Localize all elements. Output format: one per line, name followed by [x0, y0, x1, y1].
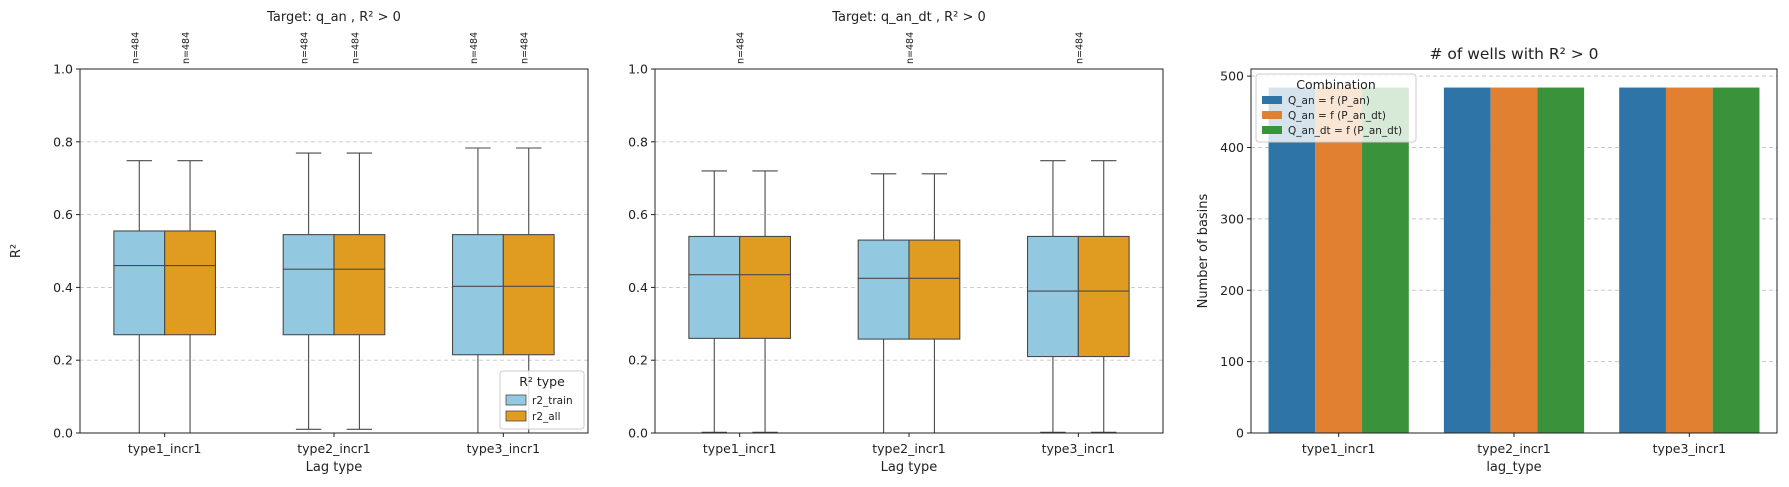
box-r2_all-type2_incr1: [333, 152, 386, 430]
x-tick-label: type2_incr1: [1477, 441, 1551, 456]
y-axis-label: Number of basins: [1196, 193, 1211, 308]
y-tick-label: 0.0: [53, 426, 73, 441]
y-tick-label: 1.0: [628, 62, 648, 77]
y-tick-label: 300: [1220, 211, 1244, 226]
box-body: [857, 239, 910, 340]
box-body: [1026, 235, 1079, 358]
n-label: n=484: [1074, 32, 1085, 64]
x-tick-label: type2_incr1: [872, 441, 946, 456]
box-r2_all-type1_incr1: [739, 170, 792, 433]
box-body: [333, 234, 386, 336]
x-axis-label: Lag type: [306, 460, 363, 475]
box-body: [739, 235, 792, 339]
bar-Q_an_dt = f (P_an_dt)-type1_incr1: [1362, 87, 1409, 434]
box-r2_all-type1_incr1: [164, 160, 217, 434]
n-label: n=484: [350, 32, 361, 64]
box-body: [282, 234, 335, 336]
legend-swatch: [505, 394, 527, 406]
x-axis-label: Lag type: [881, 460, 938, 475]
bar-Q_an = f (P_an)-type3_incr1: [1619, 87, 1666, 434]
n-label: n=484: [520, 32, 531, 64]
panel-2: 0.0 0.2 0.4 0.6 0.8 1.0 Target: q_an_dt , R² >…: [628, 10, 1164, 475]
legend: R² type r2_train r2_all: [499, 370, 585, 430]
box-r2_train-type1_incr1: [113, 160, 166, 434]
legend: Combination Q_an = f (P_an) Q_an = f (P_an…: [1255, 73, 1417, 143]
chart-title: # of wells with R² > 0: [1429, 45, 1598, 63]
box-body: [1077, 235, 1130, 358]
box-r2_train-type2_incr1: [282, 152, 335, 430]
box-r2_all-type3_incr1: [502, 147, 555, 434]
bar-Q_an = f (P_an)-type1_incr1: [1268, 87, 1316, 434]
box-body: [451, 234, 504, 356]
y-tick-label: 100: [1220, 354, 1244, 369]
legend-swatch: [1262, 111, 1282, 119]
n-label: n=484: [736, 32, 747, 64]
bar-Q_an = f (P_an_dt)-type1_incr1: [1315, 87, 1363, 434]
n-label: n=484: [300, 32, 311, 64]
x-tick-label: type1_incr1: [703, 441, 777, 456]
axes-frame: [79, 68, 589, 434]
box-r2_all-type3_incr1: [1077, 160, 1130, 433]
panel-3: 0 100 200 300 400 500 # of wells with R² > 0 la…: [1196, 45, 1778, 475]
y-tick-label: 0.8: [628, 134, 648, 149]
y-tick-label: 0.4: [628, 280, 648, 295]
y-tick-label: 0.0: [628, 426, 648, 441]
box-r2_train-type2_incr1: [857, 173, 910, 434]
x-tick-label: type3_incr1: [1653, 441, 1727, 456]
y-tick-label: 0: [1236, 426, 1244, 441]
box-body: [164, 230, 217, 336]
y-tick-label: 0.8: [53, 134, 73, 149]
legend-swatch: [1262, 126, 1282, 134]
y-axis-label: R²: [9, 244, 24, 258]
legend-item-label: Q_an = f (P_an): [1288, 95, 1370, 107]
x-tick-label: type2_incr1: [297, 441, 371, 456]
box-body: [113, 230, 166, 336]
bar-Q_an = f (P_an_dt)-type3_incr1: [1665, 87, 1713, 434]
x-tick-label: type1_incr1: [1302, 441, 1376, 456]
box-body: [502, 234, 555, 356]
x-tick-label: type3_incr1: [1042, 441, 1116, 456]
box-body: [908, 239, 961, 340]
legend-item-label: Q_an = f (P_an_dt): [1288, 110, 1386, 122]
box-body: [688, 235, 741, 339]
panel-1: 0.0 0.2 0.4 0.6 0.8 1.0 Target: q_an , R² > 0 L…: [9, 10, 589, 475]
legend-frame: [1255, 73, 1417, 143]
y-tick-label: 200: [1220, 283, 1244, 298]
x-tick-label: type3_incr1: [467, 441, 541, 456]
legend-item-label: r2_train: [532, 395, 573, 407]
n-label: n=484: [469, 32, 480, 64]
legend-title: R² type: [519, 374, 565, 389]
y-tick-label: 400: [1220, 140, 1244, 155]
legend-swatch: [1262, 96, 1282, 104]
y-tick-label: 0.2: [628, 353, 648, 368]
y-tick-label: 0.6: [628, 207, 648, 222]
n-label: n=484: [130, 32, 141, 64]
y-tick-label: 0.4: [53, 280, 73, 295]
y-tick-label: 0.2: [53, 353, 73, 368]
axes-frame: [1250, 68, 1778, 434]
box-r2_train-type3_incr1: [1026, 160, 1079, 433]
box-r2_train-type1_incr1: [688, 170, 741, 433]
x-tick-label: type1_incr1: [128, 441, 202, 456]
y-tick-label: 1.0: [53, 62, 73, 77]
box-r2_train-type3_incr1: [451, 147, 504, 434]
box-r2_all-type2_incr1: [908, 173, 961, 434]
bar-Q_an = f (P_an_dt)-type2_incr1: [1490, 87, 1538, 434]
bar-Q_an_dt = f (P_an_dt)-type2_incr1: [1537, 87, 1585, 434]
legend-swatch: [505, 410, 527, 422]
n-label: n=484: [181, 32, 192, 64]
axes-frame: [654, 68, 1164, 434]
bar-Q_an = f (P_an)-type2_incr1: [1443, 87, 1491, 434]
x-axis-label: lag_type: [1486, 460, 1541, 475]
legend-item-label: r2_all: [532, 411, 561, 423]
chart-title: Target: q_an_dt , R² > 0: [831, 10, 986, 25]
legend-title: Combination: [1296, 77, 1376, 92]
chart-title: Target: q_an , R² > 0: [266, 10, 401, 25]
y-tick-label: 0.6: [53, 207, 73, 222]
n-label: n=484: [905, 32, 916, 64]
legend-item-label: Q_an_dt = f (P_an_dt): [1288, 125, 1402, 137]
bar-Q_an_dt = f (P_an_dt)-type3_incr1: [1712, 87, 1760, 434]
y-tick-label: 500: [1220, 69, 1244, 84]
